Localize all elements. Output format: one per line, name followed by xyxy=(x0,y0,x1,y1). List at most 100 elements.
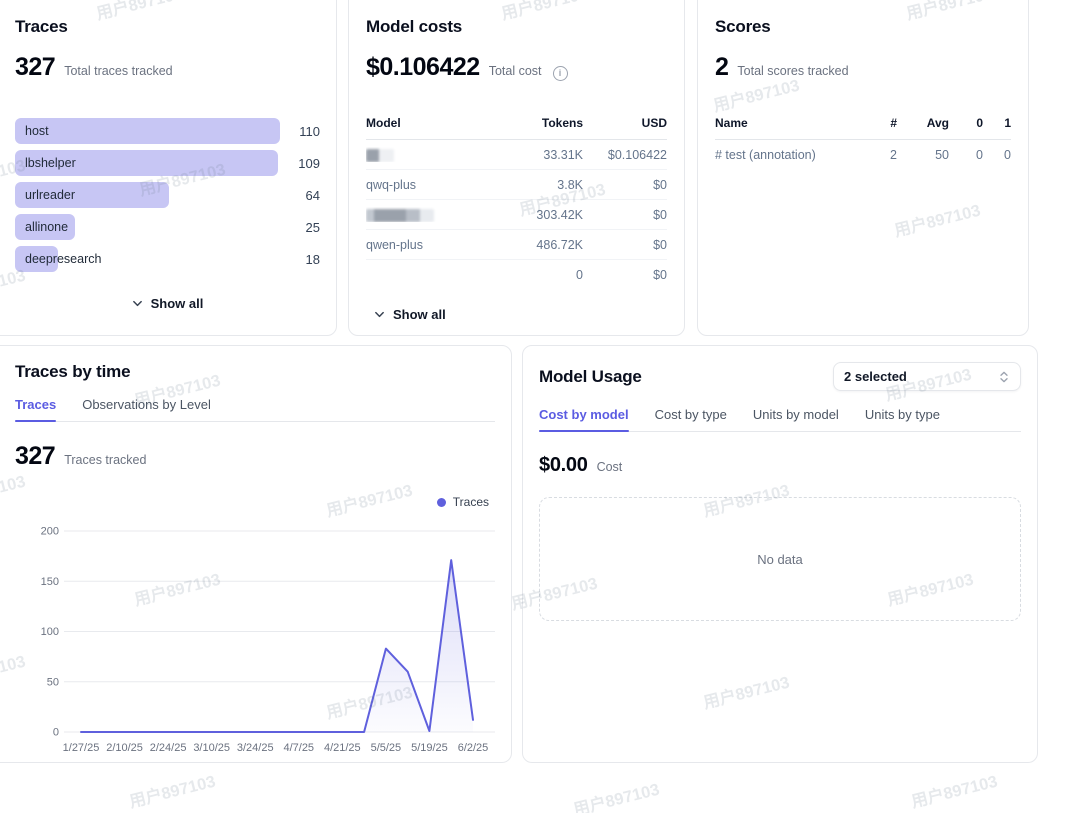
total-cost-value: $0.106422 xyxy=(366,53,480,81)
trace-bar-row-deepresearch: deepresearch 18 xyxy=(15,246,320,272)
svg-text:6/2/25: 6/2/25 xyxy=(458,742,489,754)
chevron-up-down-icon xyxy=(1000,371,1008,382)
tab-traces[interactable]: Traces xyxy=(15,397,57,422)
score-zero: 0 xyxy=(976,147,983,162)
bar-fill[interactable] xyxy=(15,150,278,176)
col-name: Name xyxy=(715,116,748,130)
tokens-value: 3.8K xyxy=(557,177,583,192)
tab-observations-by-level[interactable]: Observations by Level xyxy=(82,397,211,412)
chevron-down-icon xyxy=(375,311,384,318)
bar-fill[interactable] xyxy=(15,182,170,208)
scores-header: Name # Avg 0 1 xyxy=(715,116,1011,140)
bar-track: lbshelper xyxy=(15,150,280,176)
total-scores-value: 2 xyxy=(715,53,729,81)
total-traces-label: Total traces tracked xyxy=(64,64,173,78)
svg-text:4/21/25: 4/21/25 xyxy=(324,742,361,754)
traces-bar-list: host 110 lbshelper 109 urlreader 64 allinone 25… xyxy=(15,118,320,272)
tokens-value: 486.72K xyxy=(536,237,583,252)
model-costs-card: Model costs $0.106422 Total cost i Model… xyxy=(348,0,685,336)
total-cost-label: Total cost xyxy=(488,64,542,78)
traces-by-time-tabs: Traces Observations by Level xyxy=(15,397,495,422)
col-one: 1 xyxy=(1004,116,1011,130)
info-icon[interactable]: i xyxy=(552,66,568,81)
model-name xyxy=(366,207,488,222)
redacted-model-name xyxy=(366,148,394,162)
bar-track: host xyxy=(15,118,280,144)
tokens-value: 0 xyxy=(576,267,583,282)
legend-label: Traces xyxy=(452,495,489,509)
trace-bar-row-host: host 110 xyxy=(15,118,320,144)
usd-value: $0.106422 xyxy=(607,147,667,162)
tab-units-by-model[interactable]: Units by model xyxy=(752,407,839,422)
watermark-text: 用户897103 xyxy=(909,772,1000,812)
svg-text:150: 150 xyxy=(41,576,59,588)
total-scores-label: Total scores tracked xyxy=(737,64,849,78)
traces-show-all-button[interactable]: Show all xyxy=(126,292,210,315)
col-usd: USD xyxy=(641,116,667,130)
trace-bar-row-lbshelper: lbshelper 109 xyxy=(15,150,320,176)
bar-value: 25 xyxy=(305,219,320,235)
total-traces-value: 327 xyxy=(15,53,56,81)
watermark-text: 用户897103 xyxy=(127,772,218,812)
svg-text:2/10/25: 2/10/25 xyxy=(106,742,143,754)
model-selector-value: 2 selected xyxy=(844,369,907,384)
model-usage-title: Model Usage xyxy=(539,366,642,386)
tokens-value: 303.42K xyxy=(536,207,583,222)
chart-legend: Traces xyxy=(15,495,495,509)
scores-rows: # test (annotation) 2 50 0 0 xyxy=(715,140,1011,169)
scores-title: Scores xyxy=(715,17,771,36)
chevron-down-icon xyxy=(132,300,142,307)
tab-units-by-type[interactable]: Units by type xyxy=(864,407,940,422)
svg-text:4/7/25: 4/7/25 xyxy=(283,742,314,754)
svg-text:1/27/25: 1/27/25 xyxy=(63,742,100,754)
bar-value: 64 xyxy=(305,187,320,203)
model-cost-row: 33.31K $0.106422 xyxy=(366,140,667,170)
model-costs-header: Model Tokens USD xyxy=(366,116,667,140)
model-name xyxy=(366,147,488,162)
svg-text:3/10/25: 3/10/25 xyxy=(193,742,230,754)
watermark-text: 用户897103 xyxy=(571,780,662,813)
svg-text:5/5/25: 5/5/25 xyxy=(371,742,402,754)
traces-card: Traces 327 Total traces tracked host 110 l… xyxy=(0,0,337,336)
bar-track: urlreader xyxy=(15,182,280,208)
model-name: qwq-plus xyxy=(366,177,417,192)
bar-fill[interactable] xyxy=(15,214,76,240)
svg-text:3/24/25: 3/24/25 xyxy=(237,742,274,754)
model-name: qwen-plus xyxy=(366,237,423,252)
score-count: 2 xyxy=(890,147,897,162)
traces-card-title: Traces xyxy=(15,17,68,36)
col-tokens: Tokens xyxy=(541,116,583,130)
traces-by-time-card: Traces by time Traces Observations by Lev… xyxy=(0,345,512,763)
no-data-placeholder: No data xyxy=(539,497,1021,621)
col-model: Model xyxy=(366,116,401,130)
trace-bar-row-urlreader: urlreader 64 xyxy=(15,182,320,208)
redacted-model-name xyxy=(366,208,434,222)
model-costs-title: Model costs xyxy=(366,17,463,36)
col-zero: 0 xyxy=(976,116,983,130)
bar-value: 18 xyxy=(305,251,320,267)
tab-cost-by-model[interactable]: Cost by model xyxy=(539,407,629,432)
bar-fill[interactable] xyxy=(15,118,280,144)
model-selector[interactable]: 2 selected xyxy=(833,362,1021,391)
score-one: 0 xyxy=(1004,147,1011,162)
model-cost-row: 0 $0 xyxy=(366,260,667,289)
model-cost-row: 303.42K $0 xyxy=(366,200,667,230)
usd-value: $0 xyxy=(653,177,667,192)
score-name: # test (annotation) xyxy=(715,147,816,162)
svg-text:0: 0 xyxy=(53,727,59,739)
scores-card: Scores 2 Total scores tracked Name # Avg… xyxy=(697,0,1029,336)
tokens-value: 33.31K xyxy=(543,147,583,162)
svg-text:50: 50 xyxy=(47,676,59,688)
tab-cost-by-type[interactable]: Cost by type xyxy=(654,407,727,422)
model-costs-rows: 33.31K $0.106422 qwq-plus 3.8K $0 303.42K $0 qw… xyxy=(366,140,667,289)
model-cost-row: qwen-plus 486.72K $0 xyxy=(366,230,667,260)
model-costs-show-all-label: Show all xyxy=(393,307,446,322)
bar-label: urlreader xyxy=(25,188,76,202)
svg-text:2/24/25: 2/24/25 xyxy=(150,742,187,754)
bar-fill[interactable] xyxy=(15,246,59,272)
traces-tracked-value: 327 xyxy=(15,442,56,470)
no-data-label: No data xyxy=(757,551,803,567)
model-usage-card: Model Usage 2 selected Cost by model Cost… xyxy=(522,345,1038,763)
model-costs-show-all-button[interactable]: Show all xyxy=(368,303,452,326)
